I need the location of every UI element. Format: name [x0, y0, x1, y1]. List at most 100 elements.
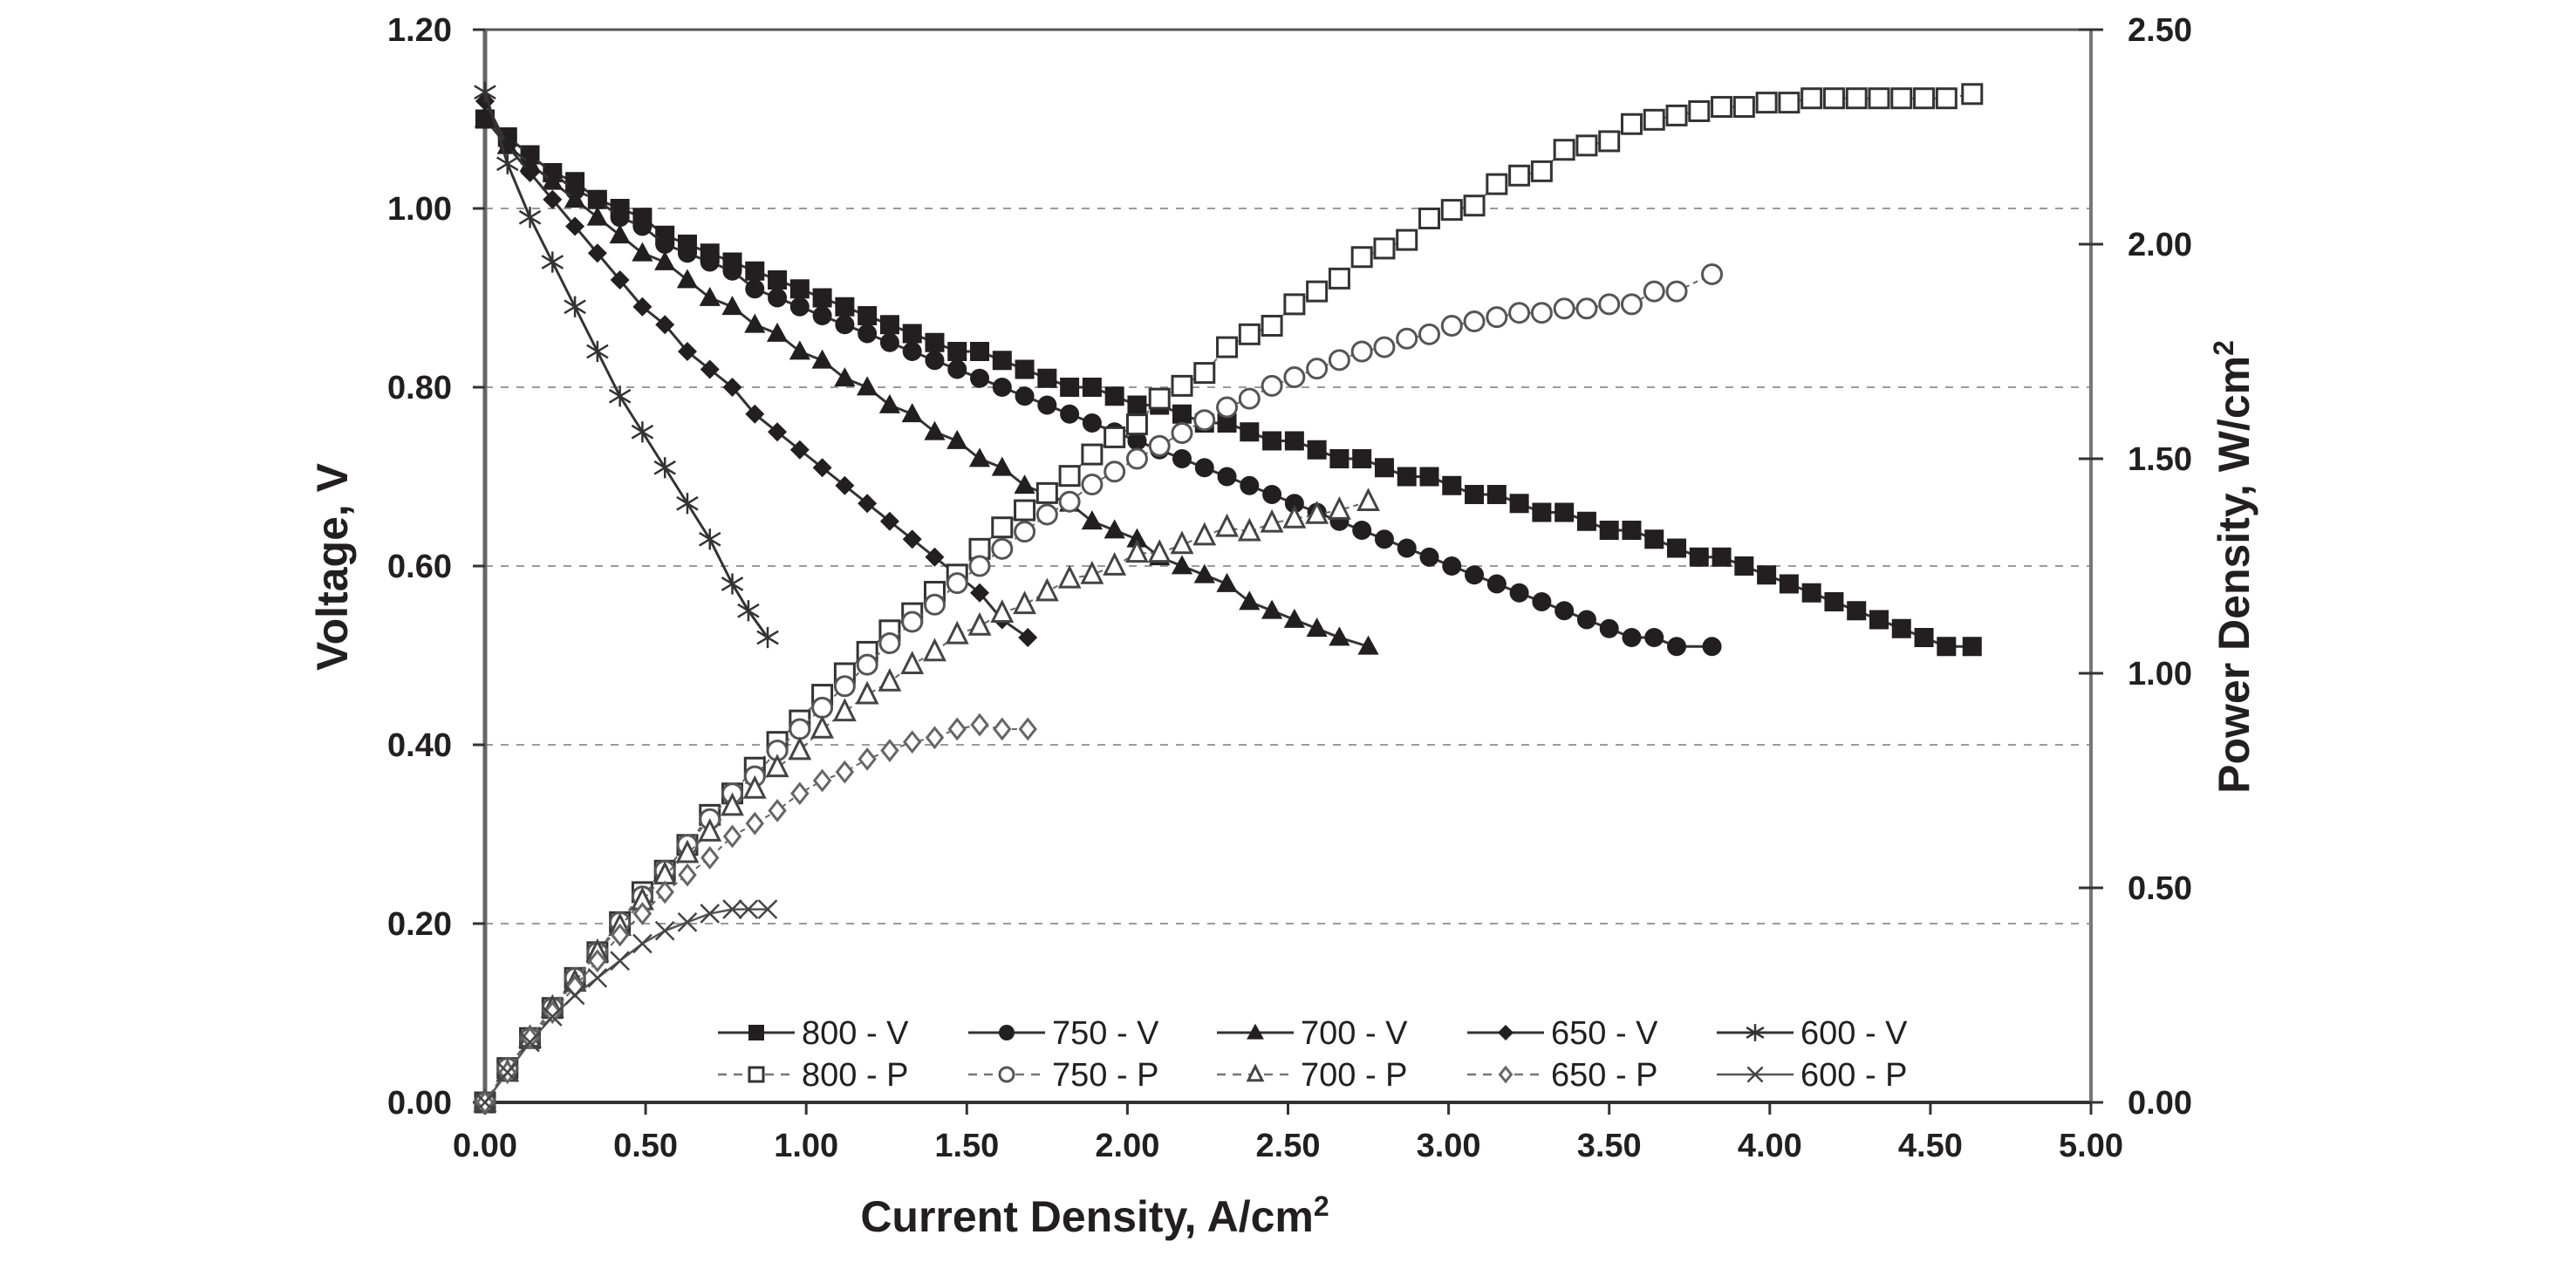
- data-point-triangle-open: [1170, 530, 1194, 555]
- data-point-triangle: [721, 296, 743, 316]
- data-point-triangle-open: [1282, 504, 1307, 529]
- data-point-circle-open: [1701, 263, 1724, 285]
- series-line: [483, 92, 769, 638]
- data-point-circle: [858, 324, 878, 344]
- data-point-square: [1465, 485, 1485, 504]
- star-stroke: [541, 255, 564, 269]
- data-point-triangle: [586, 206, 608, 226]
- series-700-p: [473, 488, 1380, 1112]
- data-point-diamond-open: [858, 747, 877, 771]
- data-point-circle: [1194, 458, 1214, 478]
- data-point-diamond-open: [835, 760, 855, 784]
- data-point-diamond-open: [790, 781, 810, 806]
- data-point-diamond: [610, 270, 630, 290]
- data-point-circle-open: [1171, 421, 1193, 444]
- data-point-diamond-open: [632, 902, 653, 925]
- data-point-square-open: [1440, 199, 1463, 222]
- data-point-x: [610, 951, 630, 971]
- x-tick-label: 3.00: [1417, 1128, 1481, 1164]
- data-point-triangle: [1104, 519, 1125, 539]
- data-point-square-open: [1306, 280, 1329, 303]
- series-line: [484, 501, 1369, 1103]
- data-point-triangle-open: [1305, 500, 1329, 524]
- y-tick-label: 0.20: [387, 906, 452, 943]
- data-point-diamond: [745, 404, 765, 424]
- data-point-square-open: [1688, 99, 1711, 122]
- y2-tick-label: 1.00: [2128, 656, 2192, 692]
- data-point-triangle: [1283, 608, 1305, 628]
- data-point-circle-open: [991, 537, 1014, 560]
- data-point-x: [722, 899, 742, 919]
- y2-axis-ticks: 0.00 0.50 1.00 1.50 2.00 2.50: [2079, 12, 2192, 1122]
- data-point-x: [587, 967, 608, 988]
- data-point-diamond: [879, 511, 899, 531]
- data-point-square: [1127, 395, 1147, 415]
- data-point-circle: [1509, 583, 1529, 603]
- data-point-square: [1374, 458, 1394, 478]
- data-point-square: [1712, 547, 1732, 567]
- data-point-diamond-open: [768, 799, 787, 822]
- data-point-triangle: [632, 242, 653, 262]
- data-point-square: [879, 315, 899, 335]
- x-tick-label: 3.50: [1577, 1128, 1642, 1164]
- data-point-square: [835, 297, 855, 317]
- data-point-square-open: [1711, 96, 1733, 119]
- data-point-square-open: [1822, 87, 1845, 110]
- legend-label: 650 - V: [1551, 1015, 1658, 1052]
- legend-label: 800 - V: [802, 1015, 909, 1052]
- data-point-triangle: [1239, 590, 1261, 611]
- data-point-circle-open: [1125, 447, 1148, 470]
- data-point-diamond: [677, 342, 697, 361]
- data-point-triangle: [699, 286, 721, 306]
- data-point-star: [496, 153, 519, 174]
- data-point-triangle: [946, 429, 968, 449]
- data-point-star: [676, 493, 699, 515]
- data-point-circle: [1082, 413, 1102, 433]
- data-point-circle: [992, 378, 1012, 397]
- data-point-circle: [1622, 628, 1642, 647]
- data-point-triangle-open: [990, 599, 1015, 623]
- data-point-diamond-open: [880, 739, 899, 762]
- series-800-v: [475, 109, 1982, 657]
- data-point-square: [1262, 431, 1282, 451]
- data-point-circle-open: [856, 653, 878, 676]
- data-point-square: [1914, 628, 1934, 647]
- data-point-square-open: [1148, 387, 1171, 410]
- data-point-diamond: [632, 297, 653, 317]
- star-stroke: [631, 424, 654, 440]
- data-point-diamond: [812, 458, 832, 478]
- data-point-square: [1757, 565, 1777, 585]
- data-point-circle-open: [1328, 349, 1350, 372]
- data-point-triangle-open: [967, 611, 992, 636]
- data-point-diamond: [520, 163, 540, 182]
- data-point-triangle: [1014, 474, 1035, 495]
- data-point-circle-open: [833, 675, 856, 698]
- data-point-triangle-open: [1260, 508, 1284, 533]
- star-stroke: [698, 531, 721, 547]
- x-stroke: [587, 967, 608, 988]
- x-tick-label: 1.00: [774, 1128, 838, 1164]
- data-point-square: [1015, 359, 1035, 379]
- data-point-diamond-open: [925, 726, 945, 750]
- data-point-circle-open: [1238, 387, 1261, 410]
- data-point-square: [1217, 413, 1237, 433]
- data-point-triangle: [744, 313, 766, 333]
- data-point-x: [475, 1092, 495, 1113]
- data-point-triangle: [968, 447, 991, 467]
- data-point-circle-open: [878, 632, 901, 655]
- data-point-square-open: [1328, 267, 1350, 290]
- data-point-square: [1284, 431, 1304, 451]
- data-point-diamond-open: [1498, 1065, 1513, 1084]
- data-point-triangle-open: [788, 736, 812, 761]
- data-point-diamond: [970, 583, 990, 603]
- legend-item: 750 - V: [968, 1015, 1159, 1052]
- x-tick-label: 5.00: [2059, 1128, 2123, 1164]
- data-point-star: [631, 421, 654, 443]
- data-point-circle-open: [1148, 434, 1171, 457]
- data-point-square: [1962, 637, 1982, 657]
- data-point-diamond: [722, 378, 742, 397]
- data-point-diamond-open: [1018, 717, 1037, 741]
- data-point-diamond: [789, 440, 810, 460]
- data-point-diamond-open: [993, 717, 1012, 741]
- data-point-square-open: [1778, 92, 1800, 114]
